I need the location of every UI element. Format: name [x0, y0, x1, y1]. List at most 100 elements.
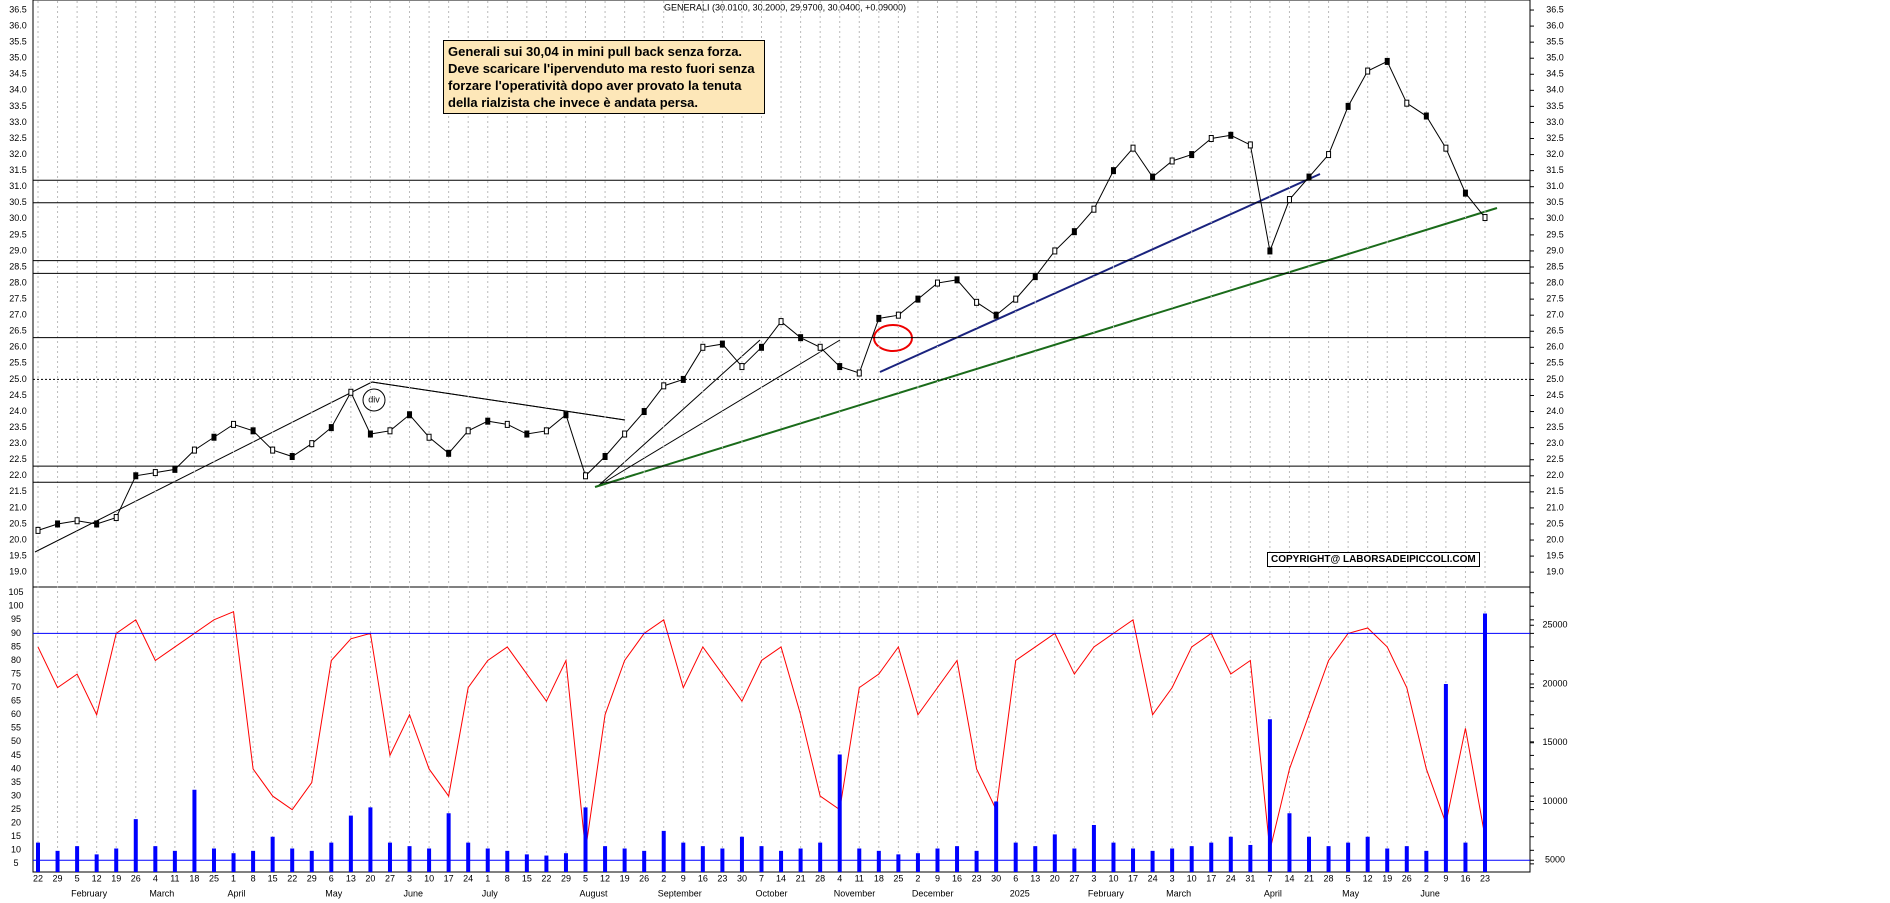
volume-bar	[681, 842, 686, 872]
x-tick-label: 24	[1226, 873, 1236, 883]
y-tick-label: 27.0	[9, 310, 27, 320]
x-tick-label: 20	[1050, 873, 1060, 883]
x-tick-label: 26	[131, 873, 141, 883]
candle	[1052, 247, 1058, 255]
x-tick-label: 3	[407, 873, 412, 883]
volume-bar	[172, 850, 177, 872]
y-tick-label: 28.0	[9, 277, 27, 287]
x-tick-label: 5	[1346, 873, 1351, 883]
candle	[35, 526, 41, 534]
volume-bar	[583, 807, 588, 872]
candle	[191, 446, 197, 454]
month-label: November	[834, 888, 876, 898]
y-tick-label: 20.5	[9, 518, 27, 528]
volume-bar	[1443, 684, 1448, 872]
x-tick-label: 2	[661, 873, 666, 883]
candle	[602, 453, 608, 461]
x-tick-label: 8	[505, 873, 510, 883]
y-tick-label: 24.5	[9, 390, 27, 400]
candle	[1013, 295, 1019, 303]
volume-bar	[153, 846, 158, 872]
y-tick-label: 36.0	[1546, 20, 1564, 30]
volume-bar	[955, 846, 960, 872]
volume-bar	[544, 855, 549, 872]
candle	[1071, 228, 1077, 236]
y-tick-label: 30.5	[9, 197, 27, 207]
y-tick-label: 75	[11, 668, 21, 678]
candle	[446, 449, 452, 457]
volume-bar	[661, 830, 666, 872]
month-label: June	[1420, 888, 1440, 898]
x-tick-label: 16	[952, 873, 962, 883]
volume-bar	[407, 846, 412, 872]
y-tick-label: 31.0	[1546, 181, 1564, 191]
series-line	[37, 610, 1486, 851]
y-tick-label: 31.5	[1546, 165, 1564, 175]
y-tick-label: 45	[11, 750, 21, 760]
x-tick-label: 3	[1170, 873, 1175, 883]
y-tick-label: 24.0	[9, 406, 27, 416]
x-tick-label: 17	[444, 873, 454, 883]
x-tick-label: 16	[1460, 873, 1470, 883]
candle	[172, 465, 178, 473]
volume-bar	[505, 850, 510, 872]
x-tick-label: 23	[972, 873, 982, 883]
candle	[1326, 151, 1332, 159]
x-tick-label: 12	[1363, 873, 1373, 883]
y-tick-label: 19.5	[9, 550, 27, 560]
volume-bar	[1307, 836, 1312, 872]
candle	[133, 472, 139, 480]
volume-bar	[759, 846, 764, 872]
candle	[1228, 131, 1234, 139]
y-tick-label: 25000	[1542, 620, 1567, 630]
x-tick-label: 25	[893, 873, 903, 883]
y-tick-label: 33.5	[9, 101, 27, 111]
candle	[348, 388, 354, 396]
y-tick-label: 19.5	[1546, 550, 1564, 560]
x-tick-label: 9	[935, 873, 940, 883]
volume-bar	[1404, 846, 1409, 872]
volume-bar	[1463, 842, 1468, 872]
volume-bar	[915, 853, 920, 872]
y-tick-label: 100	[8, 601, 23, 611]
y-tick-label: 50	[11, 736, 21, 746]
volume-bar	[818, 842, 823, 872]
x-tick-label: 31	[1245, 873, 1255, 883]
y-tick-label: 15	[11, 831, 21, 841]
trendline	[597, 339, 841, 487]
volume-bar	[368, 807, 373, 872]
x-tick-label: 14	[1284, 873, 1294, 883]
candle	[993, 311, 999, 319]
y-tick-label: 26.0	[1546, 342, 1564, 352]
candle	[55, 520, 61, 528]
x-tick-label: 26	[639, 873, 649, 883]
volume-bar	[75, 846, 80, 872]
candle	[1286, 196, 1292, 204]
month-label: May	[325, 888, 343, 898]
volume-bar	[192, 789, 197, 872]
volume-bar	[1267, 719, 1272, 872]
y-tick-label: 20.0	[9, 534, 27, 544]
volume-bar	[1033, 846, 1038, 872]
volume-bar	[36, 842, 40, 872]
y-tick-label: 23.5	[1546, 422, 1564, 432]
candle	[94, 520, 100, 528]
y-tick-label: 85	[11, 641, 21, 651]
y-tick-label: 15000	[1542, 737, 1567, 747]
x-tick-label: 4	[153, 873, 158, 883]
x-tick-label: 10	[424, 873, 434, 883]
x-tick-label: 23	[717, 873, 727, 883]
volume-bar	[387, 842, 392, 872]
x-tick-label: 13	[346, 873, 356, 883]
candle	[231, 420, 237, 428]
volume-bar	[133, 819, 138, 872]
volume-bar	[446, 813, 451, 872]
candle	[74, 517, 80, 525]
volume-bar	[1228, 836, 1233, 872]
y-tick-label: 65	[11, 696, 21, 706]
y-tick-label: 25.0	[1546, 374, 1564, 384]
volume-bar	[1209, 842, 1214, 872]
annotation-line: Generali sui 30,04 in mini pull back sen…	[448, 44, 743, 59]
